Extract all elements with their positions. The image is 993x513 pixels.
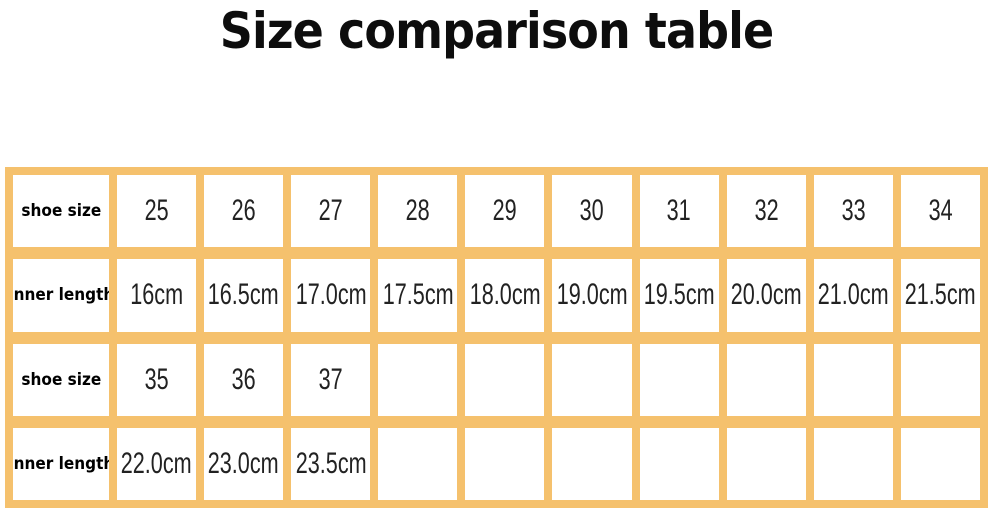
table-cell: 16cm [117,259,197,332]
cell-value: 21.5cm [905,278,976,312]
cell-value: 22.0cm [121,446,192,480]
table-cell: 23.0cm [204,427,284,500]
page-title: Size comparison table [219,2,774,60]
size-table: shoe size 25 26 27 28 29 30 31 32 33 34 Inner lengt… [5,167,988,508]
table-cell: 37 [291,343,371,416]
cell-value: 21.0cm [817,278,889,312]
cell-value: 33 [841,194,866,228]
table-cell: 30 [552,175,632,248]
cell-value: 23.5cm [295,446,367,480]
table-cell [639,343,719,416]
table-cell [465,343,545,416]
cell-value: 37 [318,362,343,396]
cell-value: 18.0cm [469,278,541,312]
cell-value: 32 [754,194,779,228]
table-cell: 22.0cm [117,427,197,500]
table-cell: 21.0cm [813,259,893,332]
row-header: shoe size [13,175,109,248]
table-cell: 35 [117,343,197,416]
cell-value: 34 [928,194,953,228]
cell-value: 36 [231,362,256,396]
table-cell: 17.5cm [378,259,458,332]
cell-value: 23.0cm [208,446,280,480]
row-header-label: shoe size [21,369,101,390]
table-cell: 34 [900,175,980,248]
table-cell [900,343,980,416]
table-cell: 31 [639,175,719,248]
table-cell: 23.5cm [291,427,371,500]
cell-value: 19.0cm [556,278,628,312]
row-header-label: Inner length [13,285,109,306]
cell-value: 26 [231,194,256,228]
row-header-label: Inner length [13,453,109,474]
table-cell: 33 [813,175,893,248]
table-cell: 18.0cm [465,259,545,332]
table-cell: 26 [204,175,284,248]
table-cell: 19.5cm [639,259,719,332]
table-cell: 29 [465,175,545,248]
cell-value: 30 [580,194,605,228]
table-cell [552,343,632,416]
table-cell [813,427,893,500]
table-cell: 25 [117,175,197,248]
table-cell [639,427,719,500]
table-cell: 27 [291,175,371,248]
cell-value: 31 [667,194,692,228]
table-cell [378,427,458,500]
cell-value: 25 [144,194,169,228]
row-header: Inner length [13,259,109,332]
table-cell: 16.5cm [204,259,284,332]
table-cell [900,427,980,500]
cell-value: 17.0cm [295,278,367,312]
table-cell [813,343,893,416]
table-cell [552,427,632,500]
table-cell [378,343,458,416]
cell-value: 20.0cm [730,278,802,312]
table-cell: 20.0cm [726,259,806,332]
cell-value: 29 [492,194,517,228]
cell-value: 28 [405,194,430,228]
cell-value: 16cm [130,278,183,312]
table-cell: 32 [726,175,806,248]
cell-value: 27 [318,194,343,228]
row-header-label: shoe size [21,201,101,222]
table-cell: 17.0cm [291,259,371,332]
row-header: Inner length [13,427,109,500]
table-cell: 36 [204,343,284,416]
cell-value: 35 [144,362,169,396]
row-header: shoe size [13,343,109,416]
table-cell: 21.5cm [900,259,980,332]
cell-value: 17.5cm [382,278,454,312]
cell-value: 19.5cm [643,278,715,312]
table-cell: 28 [378,175,458,248]
table-cell [465,427,545,500]
cell-value: 16.5cm [208,278,280,312]
table-cell: 19.0cm [552,259,632,332]
table-cell [726,427,806,500]
table-cell [726,343,806,416]
